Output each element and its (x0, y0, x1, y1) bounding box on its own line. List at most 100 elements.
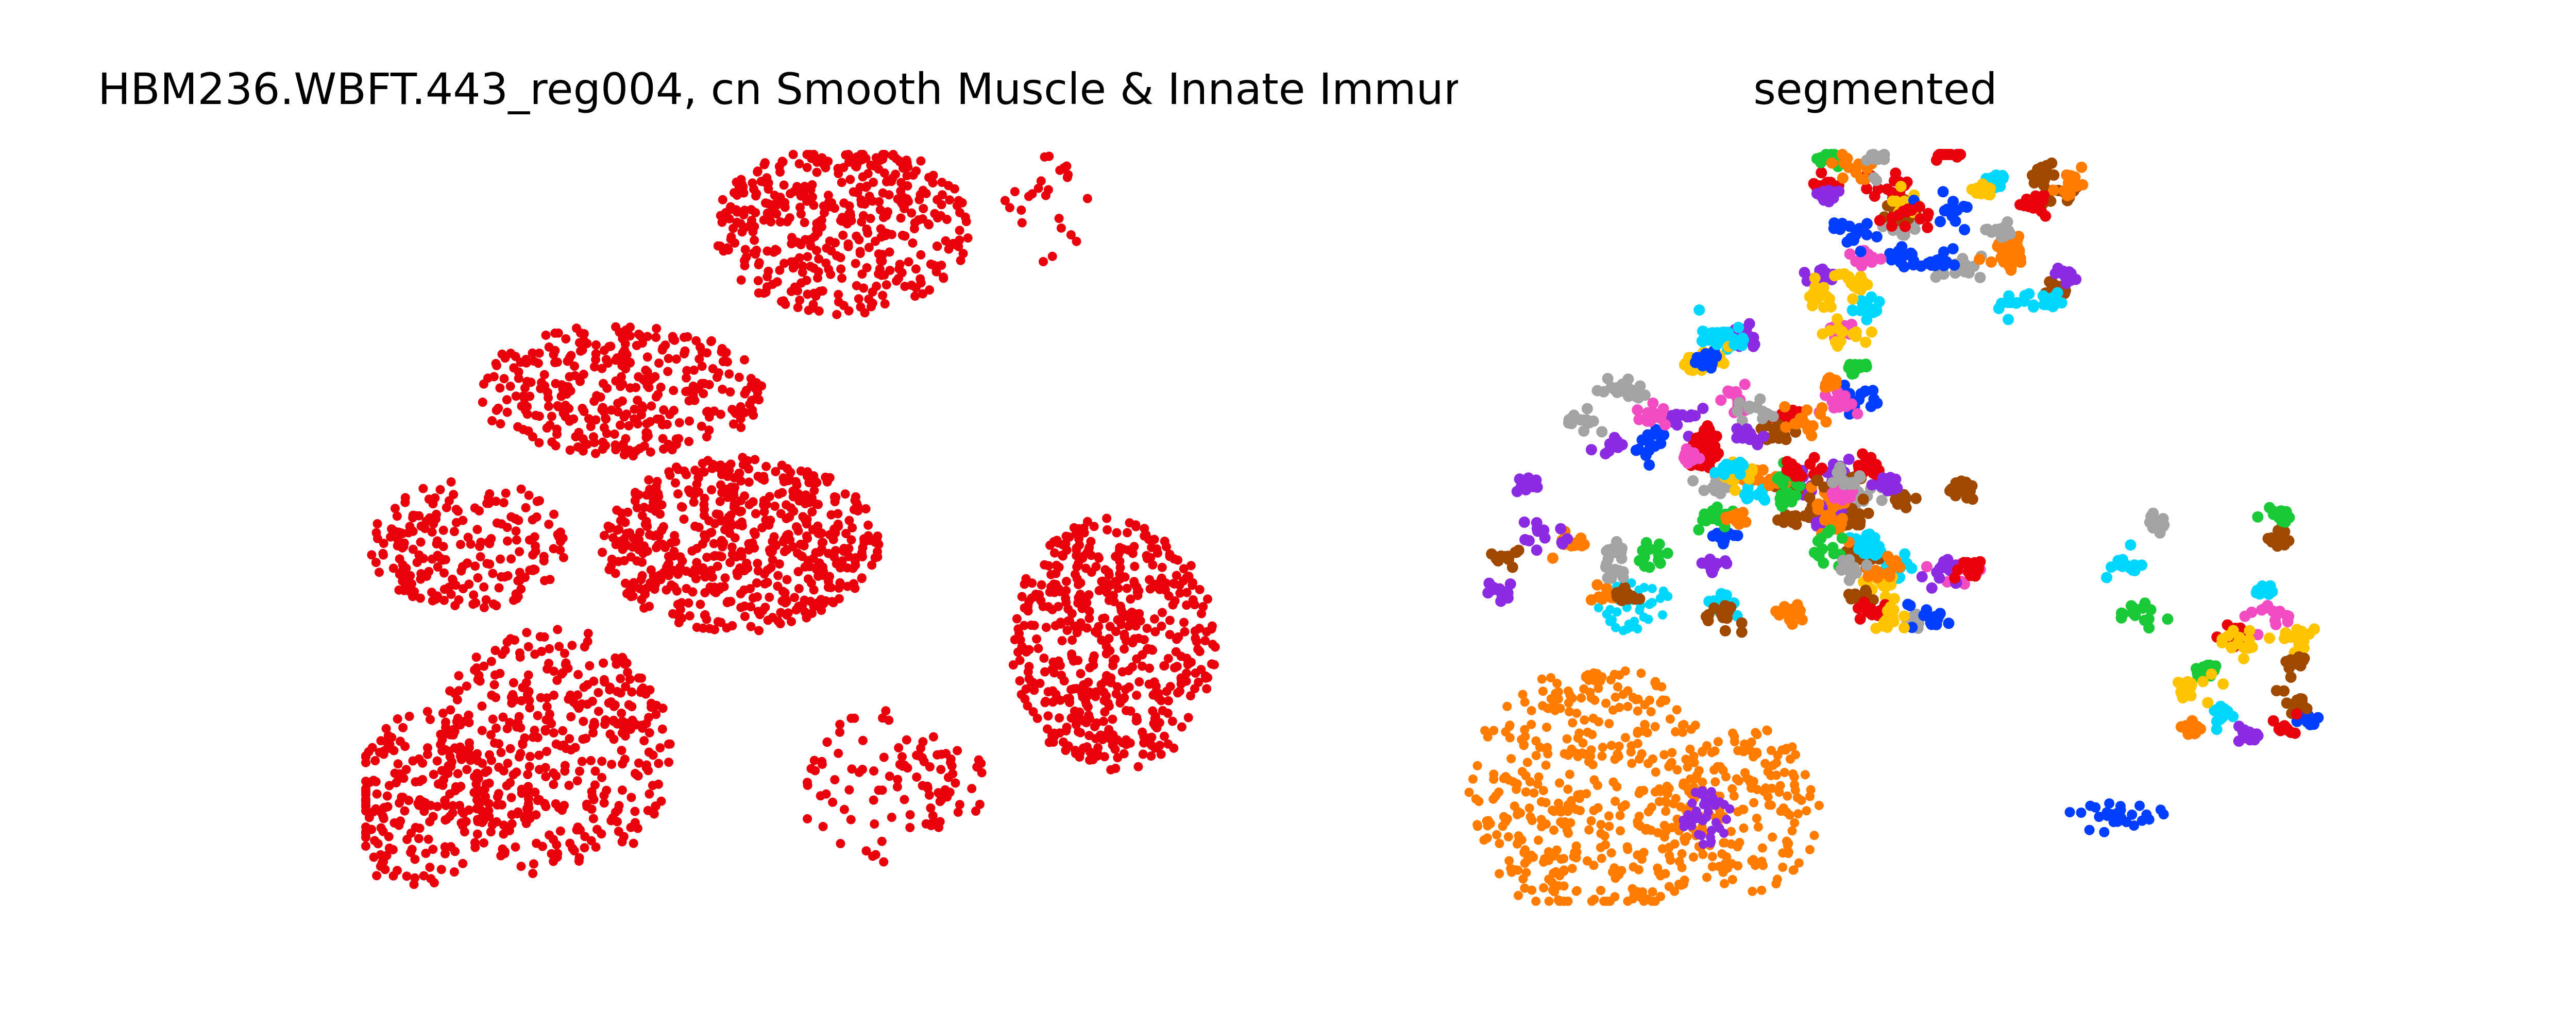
scatter-point (859, 283, 869, 293)
segmented-point (1730, 732, 1739, 742)
segmented-point (1876, 494, 1888, 506)
segmented-point (2296, 625, 2308, 637)
scatter-point (907, 208, 917, 218)
segmented-point (1699, 508, 1710, 520)
segmented-point (1847, 293, 1859, 305)
segmented-point (1647, 583, 1657, 593)
segmented-point (1713, 737, 1723, 747)
segmented-point (1719, 555, 1731, 567)
segmented-point (1541, 760, 1551, 770)
segmented-point (1539, 883, 1549, 892)
scatter-point (910, 291, 920, 301)
segmented-point (1672, 705, 1682, 715)
segmented-point (1653, 538, 1665, 550)
scatter-point (662, 420, 672, 430)
segmented-point (1710, 746, 1720, 756)
scatter-point (877, 270, 887, 280)
scatter-point (739, 188, 749, 198)
scatter-point (875, 205, 885, 215)
scatter-point (714, 368, 723, 378)
segmented-point (1725, 602, 1737, 613)
scatter-point (541, 330, 551, 340)
scatter-point (575, 376, 585, 386)
segmented-point (1943, 149, 1955, 160)
scatter-point (748, 227, 758, 236)
segmented-point (1783, 791, 1792, 801)
scatter-point (603, 358, 613, 368)
scatter-point (492, 405, 501, 415)
segmented-point (1892, 498, 1904, 510)
segmented-point (1549, 826, 1558, 835)
scatter-point (591, 415, 601, 425)
scatter-point (775, 193, 785, 202)
segmented-point (1830, 374, 1842, 386)
segmented-point (1665, 714, 1675, 724)
scatter-point (837, 178, 846, 187)
segmented-point (1633, 728, 1642, 738)
segmented-point (1786, 754, 1795, 764)
scatter-point (543, 387, 552, 397)
segmented-point (1622, 593, 1634, 605)
segmented-point (1937, 186, 1949, 198)
segmented-point (1946, 210, 1958, 222)
segmented-point (1643, 759, 1653, 768)
scatter-point (764, 178, 773, 188)
scatter-point (502, 407, 512, 417)
segmented-point (1861, 306, 1873, 318)
segmented-point (1718, 469, 1730, 480)
scatter-point (787, 257, 796, 267)
scatter-point (753, 276, 763, 285)
segmented-point (1693, 524, 1705, 536)
segmented-point (1780, 767, 1789, 777)
segmented-point (1531, 751, 1541, 761)
segmented-point (1527, 816, 1537, 826)
segmented-point (1623, 701, 1633, 711)
segmented-point (1661, 806, 1671, 816)
segmented-point (1562, 734, 1572, 744)
segmented-point (1568, 409, 1580, 421)
segmented-point (1832, 340, 1843, 352)
scatter-point (851, 259, 860, 268)
segmented-point (2154, 527, 2166, 539)
scatter-point (900, 231, 910, 241)
scatter-point (762, 246, 772, 256)
scatter-point (787, 239, 796, 249)
segmented-point (1720, 879, 1729, 888)
segmented-point (1507, 867, 1517, 877)
scatter-point (659, 444, 668, 454)
scatter-point (834, 289, 843, 299)
segmented-point (1751, 728, 1760, 737)
scatter-point (553, 401, 563, 410)
segmented-point (1689, 758, 1699, 767)
scatter-point (867, 302, 876, 312)
scatter-point (631, 446, 641, 456)
segmented-point (2139, 597, 2151, 609)
segmented-point (1788, 865, 1798, 875)
segmented-point (1563, 784, 1573, 794)
segmented-point (1566, 818, 1575, 828)
segmented-point (1611, 623, 1620, 632)
segmented-point (1857, 493, 1869, 505)
scatter-point (657, 345, 667, 355)
scatter-point (878, 150, 888, 159)
segmented-point (2125, 539, 2137, 551)
segmented-point (1556, 854, 1566, 864)
scatter-point (674, 418, 684, 427)
scatter-point (669, 386, 679, 396)
segmented-point (1520, 859, 1530, 868)
scatter-point (830, 203, 839, 213)
scatter-point (944, 181, 953, 191)
scatter-point (823, 191, 833, 200)
scatter-point (775, 167, 785, 177)
scatter-point (863, 169, 873, 179)
segmented-point (1702, 741, 1711, 751)
scatter-point (591, 340, 601, 350)
scatter-point (893, 194, 903, 204)
scatter-point (817, 215, 826, 225)
segmented-point (1531, 897, 1541, 906)
scatter-point (624, 421, 634, 431)
segmented-point (1704, 357, 1716, 369)
segmented-point (1733, 842, 1742, 852)
segmented-point (1600, 448, 1612, 459)
segmented-point (1468, 774, 1478, 784)
